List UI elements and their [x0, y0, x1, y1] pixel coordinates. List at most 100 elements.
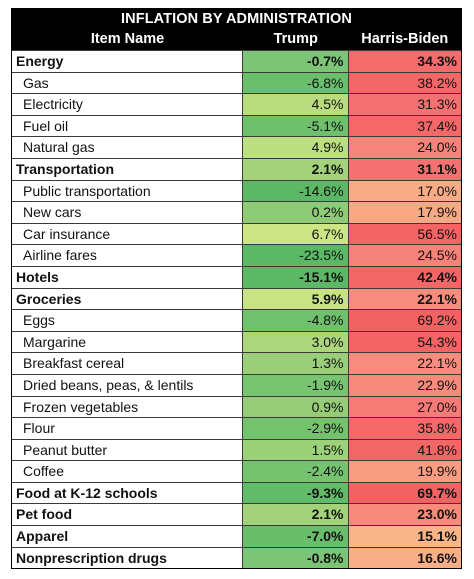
table-row: Electricity 4.5% 31.3%	[12, 93, 462, 115]
trump-value-cell: -1.9%	[242, 374, 349, 396]
harris-biden-value-cell: 19.9%	[348, 461, 462, 482]
table-row: Public transportation -14.6% 17.0%	[12, 179, 462, 202]
table-row: Fuel oil -5.1% 37.4%	[12, 114, 462, 137]
harris-biden-value-cell: 23.0%	[348, 504, 461, 526]
item-name-cell: Apparel	[12, 526, 243, 547]
table-row: Food at K-12 schools -9.3% 69.7%	[12, 481, 461, 504]
harris-biden-value-cell: 37.4%	[348, 115, 462, 137]
item-name-cell: Transportation	[12, 158, 243, 180]
harris-biden-value-cell: 38.2%	[348, 72, 462, 94]
item-name-cell: Gas	[12, 72, 243, 94]
table-row: Car insurance 6.7% 56.5%	[12, 222, 462, 245]
item-name-cell: Flour	[12, 418, 243, 439]
harris-biden-value-cell: 31.1%	[348, 158, 461, 180]
table-row: Natural gas 4.9% 24.0%	[12, 136, 462, 158]
table-title: INFLATION BY ADMINISTRATION	[12, 9, 461, 29]
item-name-cell: Food at K-12 schools	[12, 482, 243, 504]
table-row: Energy -0.7% 34.3%	[12, 50, 461, 72]
table-row: Breakfast cereal 1.3% 22.1%	[12, 352, 462, 374]
trump-value-cell: -15.1%	[242, 266, 349, 288]
trump-value-cell: -2.4%	[242, 461, 349, 482]
table-row: Peanut butter 1.5% 41.8%	[12, 438, 462, 461]
harris-biden-value-cell: 34.3%	[348, 51, 461, 72]
header-harris-biden: Harris-Biden	[361, 31, 449, 47]
item-name-cell: New cars	[12, 202, 243, 223]
item-name-cell: Energy	[12, 51, 243, 72]
trump-value-cell: -5.1%	[242, 115, 349, 137]
harris-biden-value-cell: 35.8%	[348, 418, 462, 439]
table-row: Frozen vegetables 0.9% 27.0%	[12, 395, 462, 418]
trump-value-cell: 0.9%	[242, 396, 349, 418]
trump-value-cell: -2.9%	[242, 418, 349, 439]
item-name-cell: Coffee	[12, 461, 243, 482]
trump-value-cell: -9.3%	[242, 482, 349, 504]
harris-biden-value-cell: 31.3%	[348, 94, 462, 115]
table-row: Nonprescription drugs -0.8% 16.6%	[12, 546, 461, 569]
item-name-cell: Eggs	[12, 310, 243, 331]
trump-value-cell: -6.8%	[242, 72, 349, 94]
harris-biden-value-cell: 69.2%	[348, 310, 462, 331]
harris-biden-value-cell: 17.0%	[348, 180, 462, 202]
trump-value-cell: -0.7%	[242, 51, 349, 72]
item-name-cell: Pet food	[12, 504, 243, 526]
table-body: Energy -0.7% 34.3% Gas -6.8% 38.2% Electricity…	[12, 50, 462, 569]
harris-biden-value-cell: 54.3%	[348, 331, 462, 353]
harris-biden-value-cell: 27.0%	[348, 396, 462, 418]
trump-value-cell: 2.1%	[242, 158, 349, 180]
item-name-cell: Public transportation	[12, 180, 243, 202]
trump-value-cell: -0.8%	[242, 547, 349, 569]
table-row: New cars 0.2% 17.9%	[12, 201, 462, 223]
trump-value-cell: 4.5%	[242, 94, 349, 115]
item-name-cell: Hotels	[12, 266, 243, 288]
harris-biden-value-cell: 42.4%	[348, 266, 461, 288]
harris-biden-value-cell: 22.1%	[348, 288, 461, 310]
table-row: Margarine 3.0% 54.3%	[12, 330, 462, 353]
item-name-cell: Car insurance	[12, 223, 243, 245]
table-row: Airline fares -23.5% 24.5%	[12, 244, 462, 266]
trump-value-cell: 1.3%	[242, 353, 349, 374]
harris-biden-value-cell: 17.9%	[348, 202, 462, 223]
table-row: Eggs -4.8% 69.2%	[12, 309, 462, 331]
table-row: Transportation 2.1% 31.1%	[12, 157, 461, 180]
item-name-cell: Electricity	[12, 94, 243, 115]
item-name-cell: Nonprescription drugs	[12, 547, 243, 569]
item-name-cell: Peanut butter	[12, 439, 243, 461]
harris-biden-value-cell: 22.9%	[348, 374, 462, 396]
harris-biden-value-cell: 24.0%	[348, 137, 462, 158]
table-row: Hotels -15.1% 42.4%	[12, 265, 461, 288]
item-name-cell: Fuel oil	[12, 115, 243, 137]
trump-value-cell: 6.7%	[242, 223, 349, 245]
trump-value-cell: 1.5%	[242, 439, 349, 461]
item-name-cell: Dried beans, peas, & lentils	[12, 374, 243, 396]
trump-value-cell: 5.9%	[242, 288, 349, 310]
item-name-cell: Natural gas	[12, 137, 243, 158]
header-trump: Trump	[273, 31, 318, 47]
table-row: Flour -2.9% 35.8%	[12, 417, 462, 439]
harris-biden-value-cell: 16.6%	[348, 547, 461, 569]
trump-value-cell: 0.2%	[242, 202, 349, 223]
harris-biden-value-cell: 15.1%	[348, 526, 461, 547]
trump-value-cell: -4.8%	[242, 310, 349, 331]
trump-value-cell: 3.0%	[242, 331, 349, 353]
item-name-cell: Airline fares	[12, 245, 243, 266]
item-name-cell: Breakfast cereal	[12, 353, 243, 374]
trump-value-cell: 4.9%	[242, 137, 349, 158]
table-row: Dried beans, peas, & lentils -1.9% 22.9%	[12, 373, 462, 396]
trump-value-cell: -23.5%	[242, 245, 349, 266]
header-item-name: Item Name	[90, 31, 165, 47]
table-row: Coffee -2.4% 19.9%	[12, 460, 462, 482]
harris-biden-value-cell: 69.7%	[348, 482, 461, 504]
table-row: Pet food 2.1% 23.0%	[12, 503, 461, 526]
harris-biden-value-cell: 56.5%	[348, 223, 462, 245]
harris-biden-value-cell: 22.1%	[348, 353, 462, 374]
inflation-table: INFLATION BY ADMINISTRATION Item Name Tr…	[11, 8, 462, 570]
trump-value-cell: 2.1%	[242, 504, 349, 526]
trump-value-cell: -7.0%	[242, 526, 349, 547]
table-header-row: Item Name Trump Harris-Biden	[12, 29, 461, 50]
table-row: Gas -6.8% 38.2%	[12, 71, 462, 94]
table-row: Groceries 5.9% 22.1%	[12, 287, 461, 310]
harris-biden-value-cell: 41.8%	[348, 439, 462, 461]
item-name-cell: Groceries	[12, 288, 243, 310]
harris-biden-value-cell: 24.5%	[348, 245, 462, 266]
table-row: Apparel -7.0% 15.1%	[12, 525, 461, 547]
